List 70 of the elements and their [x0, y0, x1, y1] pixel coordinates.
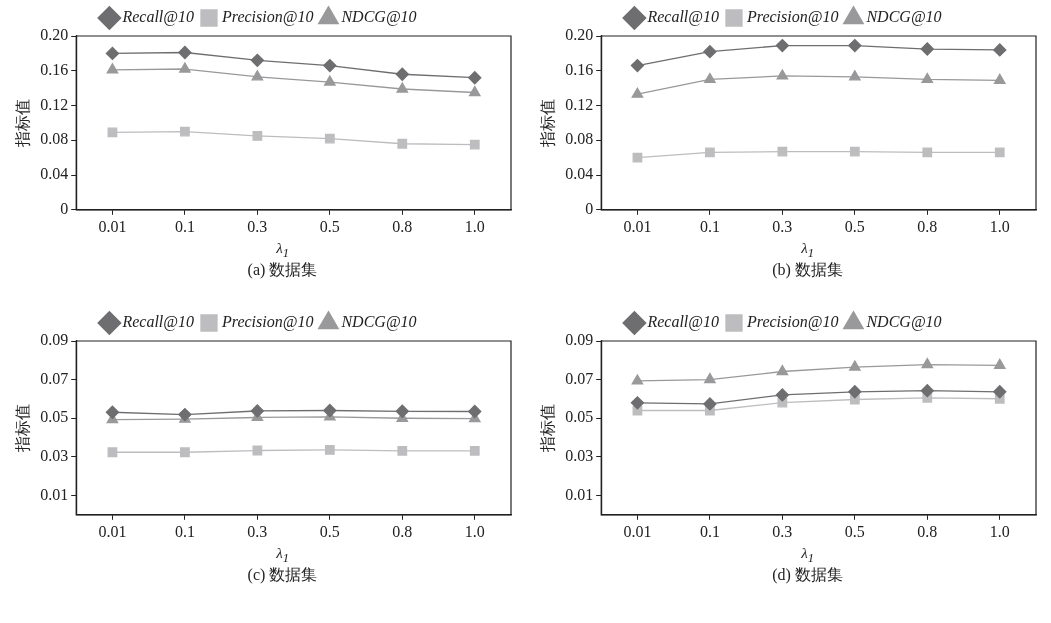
text: (a) 数据集: [246, 260, 319, 281]
y-tick-label: 0.09: [40, 331, 69, 349]
legend-label: NDCG@10: [865, 8, 942, 27]
legend-label: NDCG@10: [340, 313, 417, 332]
y-tick-label: 0.09: [565, 331, 594, 349]
y-axis-title: 指标值: [538, 98, 556, 148]
x-tick-label: 0.3: [247, 522, 268, 540]
legend-label: Precision@10: [220, 8, 314, 27]
x-tick-label: 0.5: [319, 522, 340, 540]
x-tick-label: 0.3: [772, 217, 793, 235]
y-tick-label: 0.03: [40, 447, 69, 465]
x-tick-label: 0.8: [392, 522, 413, 540]
y-tick-label: 0.20: [565, 26, 594, 44]
text: (c) 数据集: [246, 565, 319, 586]
legend-label: Recall@10: [121, 313, 194, 332]
text: (d) 数据集: [771, 565, 844, 586]
y-tick-label: 0.01: [565, 485, 594, 503]
y-tick-label: 0.05: [40, 408, 69, 426]
x-tick-label: 0.8: [392, 217, 413, 235]
y-tick-label: 0.01: [40, 485, 69, 503]
x-tick-label: 0.5: [844, 217, 865, 235]
y-tick-label: 0.16: [40, 60, 69, 78]
x-tick-label: 0.1: [699, 217, 720, 235]
x-tick-label: 1.0: [989, 522, 1010, 540]
x-tick-label: 0.8: [917, 217, 938, 235]
legend-label: Precision@10: [745, 313, 839, 332]
y-tick-label: 0.07: [565, 369, 594, 387]
legend-label: Recall@10: [646, 8, 719, 27]
x-tick-label: 0.3: [772, 522, 793, 540]
legend-label: Precision@10: [745, 8, 839, 27]
legend-label: NDCG@10: [865, 313, 942, 332]
y-tick-label: 0.08: [40, 130, 69, 148]
legend-label: Recall@10: [646, 313, 719, 332]
y-tick-label: 0.08: [565, 130, 594, 148]
x-tick-label: 0.3: [247, 217, 268, 235]
x-tick-label: 0.5: [844, 522, 865, 540]
y-axis-title: 指标值: [13, 403, 31, 453]
x-tick-label: 0.01: [98, 217, 127, 235]
x-axis-title: λ$_{1}$: [800, 240, 815, 260]
x-axis-title: λ$_{1}$: [275, 545, 290, 565]
x-axis-title: λ$_{1}$: [275, 240, 290, 260]
y-tick-label: 0.03: [565, 447, 594, 465]
x-tick-label: 0.1: [699, 522, 720, 540]
x-tick-label: 0.01: [623, 217, 652, 235]
y-tick-label: 0.12: [40, 95, 69, 113]
y-tick-label: 0.04: [565, 165, 594, 183]
text: (b) 数据集: [771, 260, 844, 281]
x-tick-label: 0.01: [623, 522, 652, 540]
x-tick-label: 0.01: [98, 522, 127, 540]
x-tick-label: 1.0: [989, 217, 1010, 235]
x-tick-label: 0.1: [174, 217, 195, 235]
x-tick-label: 1.0: [464, 522, 485, 540]
y-tick-label: 0.20: [40, 26, 69, 44]
legend-label: NDCG@10: [340, 8, 417, 27]
legend-label: Precision@10: [220, 313, 314, 332]
y-tick-label: 0.05: [565, 408, 594, 426]
y-tick-label: 0: [585, 200, 594, 217]
y-tick-label: 0.07: [40, 369, 69, 387]
y-axis-title: 指标值: [13, 98, 31, 148]
y-tick-label: 0: [60, 200, 69, 217]
x-tick-label: 0.5: [319, 217, 340, 235]
x-tick-label: 0.8: [917, 522, 938, 540]
y-tick-label: 0.16: [565, 60, 594, 78]
x-tick-label: 0.1: [174, 522, 195, 540]
y-axis-title: 指标值: [538, 403, 556, 453]
x-tick-label: 1.0: [464, 217, 485, 235]
y-tick-label: 0.04: [40, 165, 69, 183]
y-tick-label: 0.12: [565, 95, 594, 113]
x-axis-title: λ$_{1}$: [800, 545, 815, 565]
legend-label: Recall@10: [121, 8, 194, 27]
